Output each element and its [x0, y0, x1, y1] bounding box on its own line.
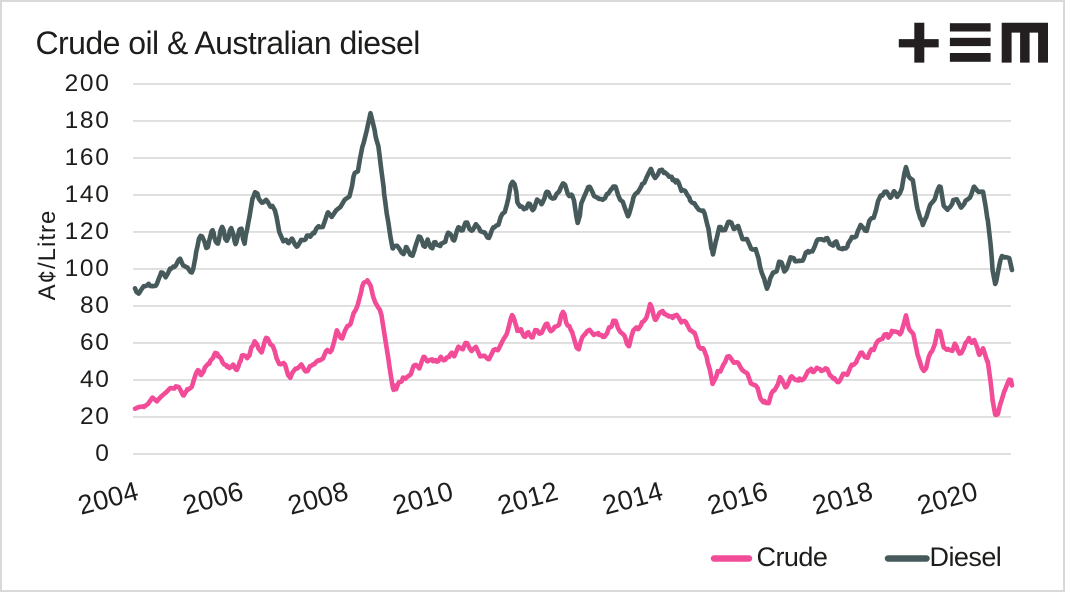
svg-text:Crude: Crude	[757, 542, 828, 572]
svg-text:2012: 2012	[494, 475, 561, 520]
svg-text:2004: 2004	[75, 475, 142, 520]
svg-text:60: 60	[80, 329, 111, 356]
svg-text:2016: 2016	[704, 475, 771, 520]
svg-text:80: 80	[80, 292, 111, 319]
svg-text:20: 20	[80, 403, 111, 430]
svg-text:2006: 2006	[180, 475, 247, 520]
svg-text:200: 200	[65, 70, 111, 97]
svg-text:2010: 2010	[389, 475, 456, 520]
svg-text:160: 160	[65, 144, 111, 171]
svg-text:2014: 2014	[599, 475, 666, 520]
svg-text:2008: 2008	[285, 475, 352, 520]
svg-text:2020: 2020	[914, 475, 981, 520]
svg-text:140: 140	[65, 181, 111, 208]
svg-text:2018: 2018	[809, 475, 876, 520]
svg-text:Diesel: Diesel	[930, 542, 1002, 572]
svg-text:A¢/Litre: A¢/Litre	[34, 209, 61, 300]
svg-text:0: 0	[95, 440, 110, 467]
svg-text:120: 120	[65, 218, 111, 245]
svg-text:180: 180	[65, 107, 111, 134]
svg-text:100: 100	[65, 255, 111, 282]
svg-text:40: 40	[80, 366, 111, 393]
